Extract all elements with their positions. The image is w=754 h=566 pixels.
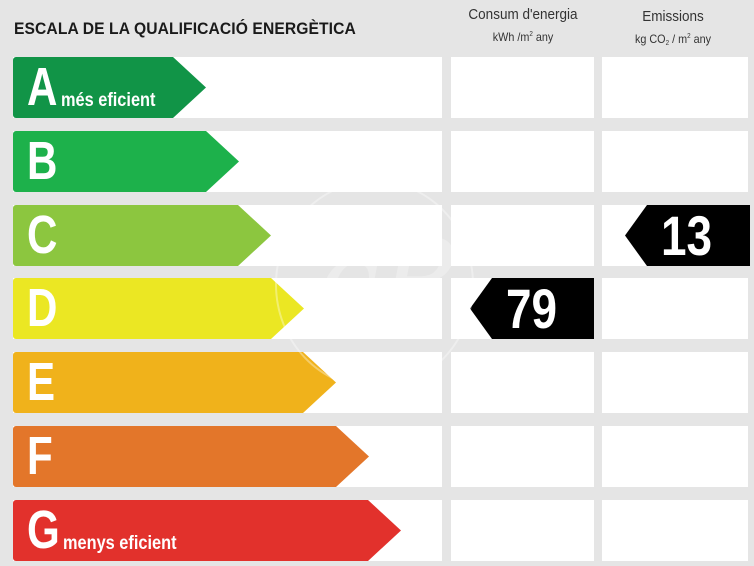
emissions-rating-value: 13 <box>661 204 713 267</box>
rating-arrow-d: D <box>13 278 304 339</box>
rating-letter: G <box>27 500 60 560</box>
rating-letter: B <box>27 131 58 191</box>
rating-letter: D <box>27 278 58 338</box>
consum-cell <box>451 131 594 192</box>
page-title: ESCALA DE LA QUALIFICACIÓ ENERGÈTICA <box>14 19 356 38</box>
emissions-cell <box>602 352 748 413</box>
consum-title: Consum d'energia <box>468 6 578 23</box>
rating-note: més eficient <box>61 90 156 111</box>
rating-row-e: E <box>0 352 754 413</box>
emissions-rating-badge: 13 <box>625 205 750 266</box>
consum-cell <box>451 57 594 118</box>
emissions-cell <box>602 57 748 118</box>
rating-arrow-c: C <box>13 205 271 266</box>
emissions-cell <box>602 278 748 339</box>
consum-cell <box>451 205 594 266</box>
consum-unit: kWh /m2 any <box>492 30 554 44</box>
consum-column-header: Consum d'energia kWh /m2 any <box>450 6 596 46</box>
rating-row-c: C 13 <box>0 205 754 266</box>
rating-row-b: B <box>0 131 754 192</box>
emissions-title: Emissions <box>642 8 704 25</box>
rating-letter: E <box>27 352 56 412</box>
rating-letter: F <box>27 426 53 486</box>
consum-cell <box>451 426 594 487</box>
rating-arrow-e: E <box>13 352 336 413</box>
rating-letter: C <box>27 205 58 265</box>
consum-rating-badge: 79 <box>470 278 594 339</box>
emissions-unit: kg CO2 / m2 any <box>634 32 712 47</box>
rating-note: menys eficient <box>63 533 177 554</box>
consum-cell <box>451 500 594 561</box>
emissions-cell <box>602 426 748 487</box>
rating-row-f: F <box>0 426 754 487</box>
rating-arrow-f: F <box>13 426 369 487</box>
emissions-cell <box>602 500 748 561</box>
emissions-column-header: Emissions kg CO2 / m2 any <box>600 8 746 53</box>
rating-row-d: D 79 <box>0 278 754 339</box>
consum-cell <box>451 352 594 413</box>
rating-letter: A <box>27 57 58 117</box>
emissions-cell <box>602 131 748 192</box>
consum-rating-value: 79 <box>506 277 558 340</box>
rating-arrow-b: B <box>13 131 239 192</box>
